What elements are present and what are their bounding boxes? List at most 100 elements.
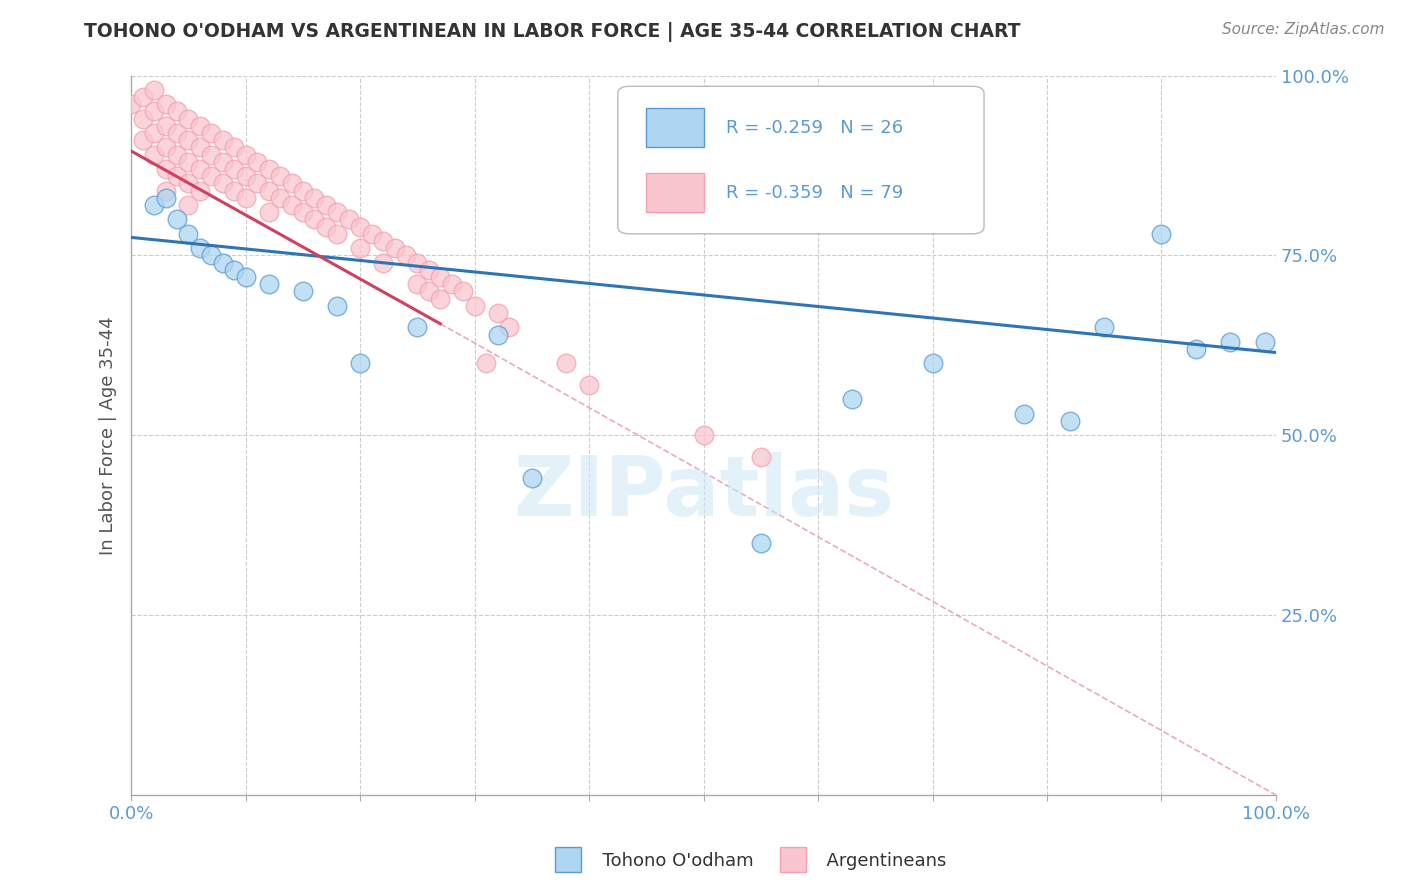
Point bbox=[384, 241, 406, 255]
Point bbox=[1150, 227, 1173, 241]
Point bbox=[177, 112, 200, 126]
Point bbox=[188, 162, 211, 177]
Point bbox=[291, 205, 314, 219]
Point bbox=[1185, 342, 1208, 356]
Text: Tohono O'odham: Tohono O'odham bbox=[591, 852, 754, 870]
FancyBboxPatch shape bbox=[647, 173, 703, 212]
Point bbox=[224, 140, 246, 154]
Text: R = -0.359   N = 79: R = -0.359 N = 79 bbox=[727, 184, 904, 202]
Point bbox=[349, 219, 371, 234]
Point bbox=[1092, 320, 1115, 334]
Point bbox=[1219, 334, 1241, 349]
Point bbox=[315, 219, 337, 234]
Point bbox=[224, 184, 246, 198]
Point bbox=[475, 356, 498, 370]
Point bbox=[200, 147, 222, 161]
Point bbox=[555, 356, 578, 370]
Point bbox=[177, 198, 200, 212]
Point bbox=[155, 184, 177, 198]
Point bbox=[177, 154, 200, 169]
Point bbox=[177, 227, 200, 241]
Point bbox=[166, 212, 188, 227]
Point bbox=[406, 277, 429, 292]
Point bbox=[418, 285, 440, 299]
Point bbox=[155, 191, 177, 205]
Point bbox=[166, 147, 188, 161]
Point bbox=[280, 198, 302, 212]
Text: Argentineans: Argentineans bbox=[815, 852, 946, 870]
Point bbox=[166, 169, 188, 184]
Point bbox=[1059, 414, 1081, 428]
Point bbox=[841, 392, 863, 407]
Point bbox=[360, 227, 382, 241]
Point bbox=[211, 154, 233, 169]
Point bbox=[921, 356, 943, 370]
Point bbox=[371, 255, 394, 269]
Point bbox=[224, 162, 246, 177]
Point bbox=[486, 306, 509, 320]
Point bbox=[315, 198, 337, 212]
Point bbox=[326, 205, 349, 219]
Point bbox=[304, 191, 326, 205]
Point bbox=[166, 126, 188, 140]
Point bbox=[131, 90, 153, 104]
Point bbox=[246, 177, 269, 191]
Point bbox=[155, 119, 177, 133]
Point bbox=[326, 299, 349, 313]
Point bbox=[304, 212, 326, 227]
Point bbox=[200, 169, 222, 184]
Point bbox=[429, 270, 451, 285]
Point bbox=[235, 270, 257, 285]
Point bbox=[143, 147, 166, 161]
Point bbox=[464, 299, 486, 313]
Point bbox=[235, 169, 257, 184]
Point bbox=[1253, 334, 1275, 349]
Point bbox=[188, 140, 211, 154]
Point bbox=[143, 126, 166, 140]
Point bbox=[749, 536, 772, 550]
Point bbox=[280, 177, 302, 191]
Point bbox=[269, 191, 291, 205]
Point bbox=[200, 248, 222, 262]
Point bbox=[177, 177, 200, 191]
Point bbox=[451, 285, 474, 299]
Point bbox=[246, 154, 269, 169]
Point bbox=[692, 428, 714, 442]
Point bbox=[440, 277, 463, 292]
Point bbox=[224, 262, 246, 277]
Point bbox=[269, 169, 291, 184]
Text: Source: ZipAtlas.com: Source: ZipAtlas.com bbox=[1222, 22, 1385, 37]
Point bbox=[337, 212, 360, 227]
FancyBboxPatch shape bbox=[617, 87, 984, 234]
Point bbox=[166, 104, 188, 119]
Point bbox=[749, 450, 772, 464]
Point bbox=[418, 262, 440, 277]
Point bbox=[177, 133, 200, 147]
Point bbox=[155, 97, 177, 112]
Point bbox=[155, 140, 177, 154]
Point bbox=[235, 191, 257, 205]
Point bbox=[211, 133, 233, 147]
Point bbox=[257, 162, 280, 177]
Point bbox=[257, 184, 280, 198]
Point bbox=[143, 104, 166, 119]
Point bbox=[211, 177, 233, 191]
Point bbox=[257, 277, 280, 292]
Point bbox=[131, 112, 153, 126]
Point bbox=[188, 184, 211, 198]
Text: TOHONO O'ODHAM VS ARGENTINEAN IN LABOR FORCE | AGE 35-44 CORRELATION CHART: TOHONO O'ODHAM VS ARGENTINEAN IN LABOR F… bbox=[84, 22, 1021, 42]
Point bbox=[257, 205, 280, 219]
Point bbox=[291, 285, 314, 299]
Point bbox=[326, 227, 349, 241]
Y-axis label: In Labor Force | Age 35-44: In Labor Force | Age 35-44 bbox=[100, 316, 117, 555]
Point bbox=[371, 234, 394, 248]
Point bbox=[143, 83, 166, 97]
Point bbox=[578, 378, 600, 392]
Point bbox=[406, 320, 429, 334]
Point bbox=[520, 471, 543, 485]
Point bbox=[120, 97, 142, 112]
Point bbox=[406, 255, 429, 269]
Point bbox=[486, 327, 509, 342]
Point bbox=[211, 255, 233, 269]
Point bbox=[188, 119, 211, 133]
